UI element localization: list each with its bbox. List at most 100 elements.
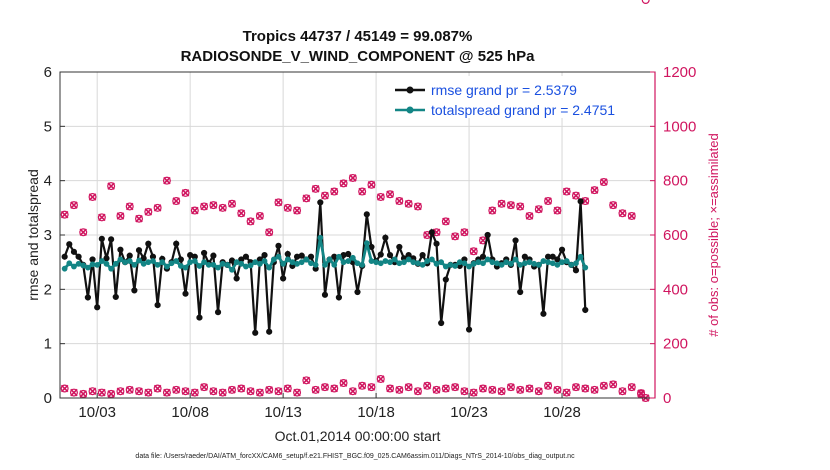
rmse-point <box>145 240 152 247</box>
obs-assimilated-low-marker-o <box>637 389 646 398</box>
totalspread-point <box>117 256 124 263</box>
rmse-point <box>131 287 138 294</box>
totalspread-point <box>261 258 268 264</box>
rmse-point <box>335 294 343 301</box>
rmse-point <box>266 328 273 335</box>
obs-assimilated-marker <box>190 206 199 215</box>
rmse-point <box>242 253 250 260</box>
totalspread-point <box>507 260 514 267</box>
totalspread-point <box>368 258 375 264</box>
obs-assimilated-marker-o <box>460 228 469 237</box>
totalspread-point <box>75 260 82 267</box>
rmse-point <box>465 326 473 333</box>
rmse-point <box>70 248 78 255</box>
rmse-point <box>386 252 394 259</box>
obs-assimilated-low-marker <box>265 385 274 394</box>
obs-assimilated-low-marker-o <box>200 383 209 392</box>
obs-assimilated-low-marker <box>69 388 78 397</box>
obs-assimilated-low-marker <box>386 384 395 393</box>
obs-assimilated-low-marker <box>339 379 348 388</box>
totalspread-point <box>396 260 403 267</box>
totalspread-point <box>205 261 212 268</box>
rmse-point <box>135 247 143 254</box>
obs-assimilated-marker <box>441 217 450 226</box>
totalspread-point <box>387 259 393 266</box>
totalspread-point <box>298 259 305 266</box>
rmse-point <box>66 241 73 248</box>
x-tick-label: 10/18 <box>357 404 395 421</box>
obs-assimilated-low-marker-o <box>506 383 515 392</box>
legend: rmse grand pr = 2.5379 totalspread grand… <box>389 76 647 118</box>
obs-assimilated-low-marker-o <box>469 388 478 397</box>
obs-assimilated-low-marker-o <box>330 384 339 393</box>
obs-assimilated-marker <box>246 217 255 226</box>
totalspread-point <box>61 265 68 272</box>
rmse-point <box>582 306 589 314</box>
obs-assimilated-marker <box>571 191 580 200</box>
obs-assimilated-low-marker <box>330 384 339 393</box>
obs-assimilated-low-marker <box>506 383 515 392</box>
obs-assimilated-low-marker-o <box>181 387 190 396</box>
obs-assimilated-low-marker-o <box>125 385 134 394</box>
totalspread-point <box>247 262 254 269</box>
obs-assimilated-marker <box>386 190 395 199</box>
totalspread-point <box>140 260 147 267</box>
obs-assimilated-low-marker-o <box>358 381 367 390</box>
rmse-point <box>261 252 268 259</box>
obs-assimilated-low-marker-o <box>599 381 608 390</box>
obs-assimilated-marker <box>609 201 618 210</box>
obs-assimilated-marker-o <box>544 197 553 206</box>
obs-assimilated-low-marker-o <box>516 385 525 394</box>
obs-assimilated-low-marker-o <box>479 384 488 393</box>
plot-area: 0 1 2 3 4 5 6 0 200 400 600 800 1000 1200 10/03 10/08 10… <box>44 0 696 421</box>
obs-assimilated-low-marker-o <box>562 388 571 397</box>
totalspread-point <box>252 259 259 266</box>
legend-box <box>389 76 647 118</box>
obs-assimilated-low-marker-o <box>339 379 348 388</box>
totalspread-point <box>498 261 505 268</box>
obs-assimilated-low-marker <box>562 388 571 397</box>
obs-assimilated-low-marker <box>590 385 599 394</box>
rmse-point <box>540 310 547 317</box>
totalspread-point <box>554 261 561 268</box>
obs-assimilated-low-marker-o <box>404 383 413 392</box>
obs-assimilated-low-marker <box>358 381 367 390</box>
totalspread-point <box>415 260 421 267</box>
obs-assimilated-low-marker-o <box>553 385 562 394</box>
obs-assimilated-marker <box>469 247 478 256</box>
obs-assimilated-low-marker-o <box>627 383 636 392</box>
totalspread-point <box>484 256 491 263</box>
obs-assimilated-marker-o <box>237 209 246 218</box>
obs-assimilated-marker <box>218 203 227 212</box>
obs-assimilated-low-marker <box>488 385 497 394</box>
totalspread-point <box>336 253 342 260</box>
obs-assimilated-marker <box>404 199 413 208</box>
obs-assimilated-low-marker-o <box>135 387 144 396</box>
obs-assimilated-marker-o <box>404 199 413 208</box>
rmse-point <box>284 250 291 258</box>
rmse-point <box>363 211 370 218</box>
totalspread-point <box>215 264 221 271</box>
rmse-point <box>419 252 426 259</box>
obs-assimilated-low-marker <box>227 385 236 394</box>
obs-assimilated-low-marker <box>479 384 488 393</box>
obs-assimilated-marker <box>311 184 320 193</box>
obs-assimilated-marker-o <box>627 211 636 220</box>
obs-assimilated-marker <box>60 210 69 219</box>
rmse-point <box>214 309 222 316</box>
obs-assimilated-marker <box>265 228 274 237</box>
obs-assimilated-low-marker <box>153 384 162 393</box>
obs-assimilated-low-marker <box>525 384 534 393</box>
totalspread-point <box>122 259 128 266</box>
rmse-point <box>126 252 133 259</box>
obs-assimilated-low-marker-o <box>88 387 97 396</box>
totalspread-point <box>466 263 472 270</box>
legend-marker-rmse <box>406 86 414 94</box>
obs-assimilated-low-marker <box>209 387 218 396</box>
obs-assimilated-low-marker <box>181 387 190 396</box>
totalspread-point <box>521 260 528 267</box>
obs-assimilated-marker-o <box>265 228 274 237</box>
y-tick-label-right: 200 <box>663 336 688 353</box>
obs-assimilated-low-marker-o <box>153 384 162 393</box>
obs-assimilated-marker-o <box>358 187 367 196</box>
